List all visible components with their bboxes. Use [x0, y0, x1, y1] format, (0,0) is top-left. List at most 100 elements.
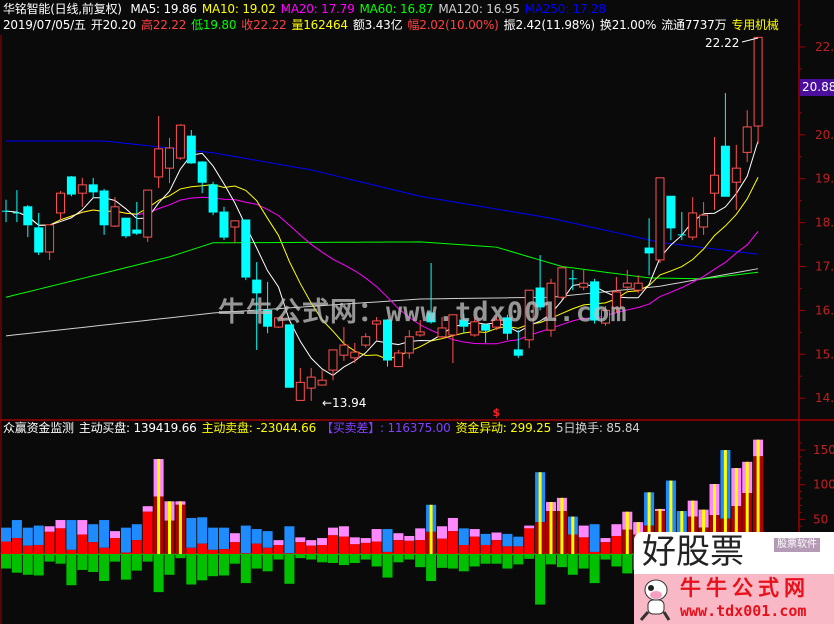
candle-body — [45, 224, 55, 253]
candle-body — [99, 190, 109, 226]
quote-field-3: 低19.80 — [191, 18, 237, 32]
quote-field-10: 流通7737万 — [661, 18, 727, 32]
inflow-top-bar — [120, 527, 131, 553]
indicator-header-row: 众赢资金监测 主动买盘: 139419.66 主动卖盘: -23044.66 【买卖差… — [3, 421, 645, 436]
outflow-bar — [546, 554, 556, 565]
outflow-bar — [404, 554, 415, 560]
inflow-top-bar — [1, 527, 11, 542]
candle-body — [524, 289, 534, 341]
inflow-bar — [11, 538, 22, 554]
inflow-bar — [99, 547, 110, 554]
inflow-bar — [458, 544, 469, 554]
inflow-top-bar — [262, 531, 273, 548]
candle-body — [263, 309, 273, 327]
candle-body — [165, 147, 174, 169]
outflow-bar — [556, 554, 567, 568]
inflow-top-bar — [404, 535, 415, 541]
price-tick-label: 18.00 — [815, 216, 834, 230]
ma-label-2: MA20: 17.79 — [280, 2, 355, 16]
outflow-bar — [349, 554, 360, 564]
price-tick-label: 14.00 — [815, 391, 834, 405]
inflow-bar — [1, 541, 11, 554]
price-tick-label: 15.00 — [815, 347, 834, 361]
candle-body — [23, 206, 33, 226]
quote-field-6: 额3.43亿 — [352, 18, 403, 32]
candle-body — [361, 336, 371, 346]
inflow-bar — [415, 540, 426, 554]
candle-body — [317, 379, 327, 386]
ma10-line — [5, 177, 759, 360]
outflow-bar — [524, 554, 535, 559]
outflow-bar — [437, 554, 447, 568]
inflow-bar — [360, 542, 371, 554]
site-logo[interactable]: 好股票 股票软件 牛牛公式网 www.tdx001.com — [634, 532, 834, 624]
outflow-bar — [502, 554, 513, 569]
indicator-field-0: 众赢资金监测 — [3, 421, 74, 435]
logo-tag: 股票软件 — [774, 538, 820, 552]
inflow-bar — [502, 546, 513, 554]
inflow-top-bar — [219, 527, 229, 550]
quote-field-4: 收22.22 — [241, 18, 287, 32]
signal-stripe — [713, 484, 716, 554]
signal-stripe — [625, 511, 629, 554]
candle-body — [611, 291, 621, 309]
candle-body — [56, 192, 65, 214]
inflow-bar — [513, 546, 524, 554]
inflow-bar — [404, 540, 415, 554]
ma-label-1: MA10: 19.02 — [201, 2, 276, 16]
outflow-bar — [600, 554, 611, 560]
candle-body — [274, 317, 283, 328]
ma-label-5: MA250: 17.28 — [524, 2, 606, 16]
outflow-bar — [382, 554, 393, 578]
inflow-top-bar — [317, 538, 328, 545]
inflow-bar — [382, 551, 393, 554]
candle-body — [688, 212, 698, 238]
signal-stripe — [549, 502, 553, 554]
indicator-field-4: 资金异动: 299.25 — [455, 421, 552, 435]
inflow-bar — [437, 538, 447, 554]
candle-body — [110, 206, 120, 227]
outflow-bar — [328, 554, 338, 564]
quote-field-8: 振2.42(11.98%) — [503, 18, 595, 32]
outflow-bar — [567, 554, 578, 575]
signal-stripe — [571, 516, 575, 554]
candle-body — [208, 184, 218, 213]
candle-body — [459, 319, 469, 327]
inflow-bar — [251, 543, 262, 554]
outflow-bar — [295, 554, 306, 559]
inflow-top-bar — [77, 520, 88, 535]
inflow-bar — [197, 543, 208, 554]
signal-stripe — [168, 501, 171, 554]
inflow-top-bar — [437, 526, 447, 539]
outflow-bar — [360, 554, 371, 560]
candle-body — [513, 349, 523, 356]
candle-body — [492, 319, 501, 328]
indicator-tick-label: 50 — [813, 512, 828, 526]
current-price-label: 20.88 — [800, 79, 834, 96]
inflow-top-bar — [240, 525, 251, 554]
signal-stripe — [647, 492, 651, 554]
candle-body — [66, 176, 76, 195]
candle-body — [590, 281, 600, 321]
outflow-bar — [99, 554, 110, 582]
outflow-bar — [317, 554, 328, 563]
outflow-bar — [393, 554, 404, 563]
indicator-tick-label: 150 — [813, 443, 834, 457]
outflow-bar — [22, 554, 33, 575]
candle-body — [241, 219, 251, 278]
inflow-bar — [142, 511, 153, 554]
indicator-field-3: 【买卖差】: 116375.00 — [321, 421, 451, 435]
quote-field-7: 幅2.02(10.00%) — [407, 18, 499, 32]
inflow-bar — [66, 549, 77, 554]
cow-icon — [639, 579, 671, 621]
candle-body — [644, 247, 654, 254]
outflow-bar — [578, 554, 589, 569]
inflow-top-bar — [284, 526, 295, 554]
candle-body — [535, 287, 545, 308]
candle-body — [393, 352, 403, 368]
inflow-bar — [208, 549, 219, 554]
ma-label-3: MA60: 16.87 — [359, 2, 434, 16]
candle-body — [720, 145, 730, 197]
inflow-bar — [284, 553, 295, 554]
candle-body — [350, 351, 360, 359]
